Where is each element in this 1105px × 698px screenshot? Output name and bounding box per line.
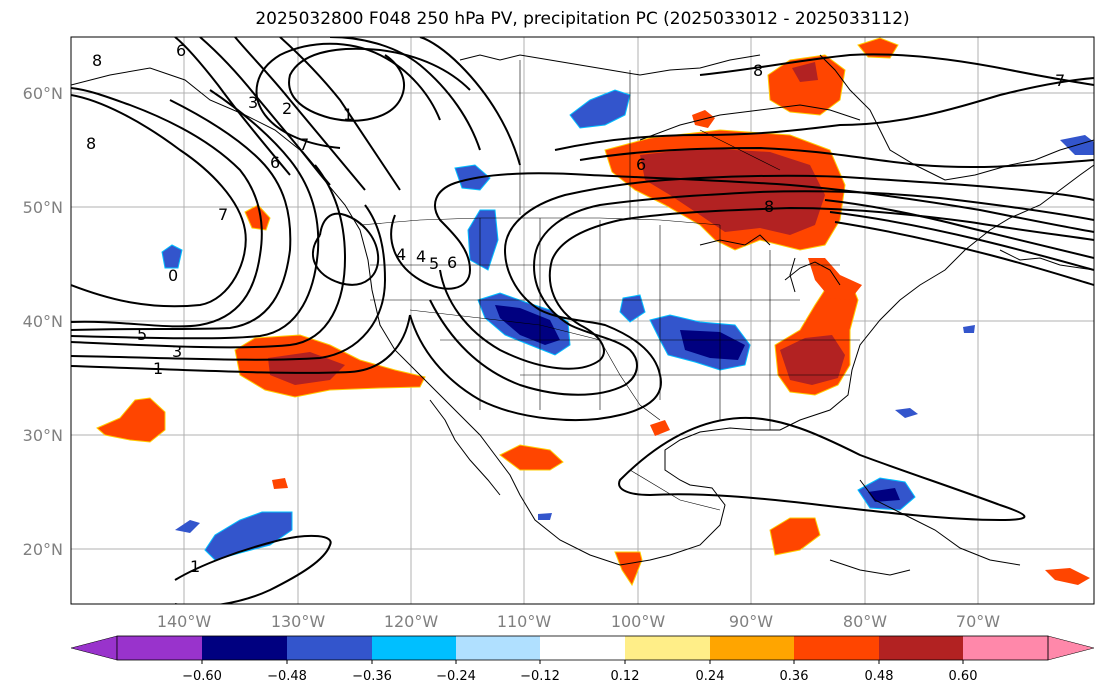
lon-label: 70°W — [956, 612, 1000, 631]
precip-positive-gulf — [650, 420, 670, 436]
precip-positive-canada-core — [640, 148, 825, 235]
colorbar-cell — [456, 636, 540, 660]
political-borders — [359, 60, 860, 511]
precip-negative-mx — [538, 513, 552, 520]
colorbar-label: 0.60 — [949, 669, 978, 684]
lon-label: 120°W — [384, 612, 439, 631]
precip-negative-southwest-core — [495, 305, 560, 345]
precip-positive-north — [767, 54, 846, 116]
lon-label: 100°W — [611, 612, 666, 631]
latitude-labels: 60°N 50°N 40°N 30°N 20°N — [23, 84, 63, 559]
contour-label: 5 — [137, 325, 147, 344]
colorbar-cell — [540, 636, 625, 660]
precip-negative-dot1 — [161, 244, 183, 269]
colorbar-cell — [625, 636, 710, 660]
colorbar-label: −0.60 — [182, 669, 222, 684]
colorbar-label: −0.24 — [436, 669, 476, 684]
colorbar-cell — [963, 636, 1048, 660]
contour-label: 1 — [153, 359, 163, 378]
colorbar-label: 0.36 — [780, 669, 809, 684]
precip-negative-pacific-small — [175, 520, 200, 533]
colorbar-cell — [710, 636, 794, 660]
contour-label: 4 — [396, 245, 406, 264]
precip-positive-ohio — [808, 258, 862, 300]
contour-label: 0 — [168, 266, 178, 285]
precip-negative-hudson — [569, 89, 631, 129]
colorbar-outline — [116, 635, 1049, 661]
contour-label: 8 — [753, 61, 763, 80]
precip-negative-plains-core — [680, 330, 745, 360]
contour-label: 7 — [218, 205, 228, 224]
colorbar-label: 0.12 — [611, 669, 640, 684]
map-frame — [70, 36, 1095, 605]
contour-label: 1 — [343, 105, 353, 124]
lat-label: 50°N — [23, 198, 63, 217]
contour-label: 8 — [92, 51, 102, 70]
contour-labels: 8 6 3 2 1 8 7 8 6 4 7 5 3 1 4 5 6 1 8 7 … — [86, 41, 1065, 576]
graticule — [71, 37, 1094, 604]
lon-label: 80°W — [843, 612, 887, 631]
precip-positive-mexico — [499, 444, 564, 471]
map-title: 2025032800 F048 250 hPa PV, precipitatio… — [255, 9, 910, 29]
contour-label: 6 — [176, 41, 186, 60]
lon-label: 110°W — [497, 612, 552, 631]
precip-negative-small-ne — [963, 325, 975, 333]
colorbar-cell — [202, 636, 287, 660]
precip-positive-east — [1045, 568, 1090, 585]
colorbar-cell — [879, 636, 963, 660]
lat-label: 60°N — [23, 84, 63, 103]
longitude-labels: 140°W 130°W 120°W 110°W 100°W 90°W 80°W … — [157, 612, 1000, 631]
contour-label: 8 — [86, 134, 96, 153]
contour-label: 6 — [636, 155, 646, 174]
precip-negative-canada-west — [454, 164, 491, 191]
precip-positive-bc — [244, 204, 271, 231]
pv-contours — [71, 37, 1094, 604]
colorbar-label: −0.36 — [352, 669, 392, 684]
precip-negative-co — [619, 294, 646, 323]
precip-positive-small2 — [272, 478, 288, 489]
precip-positive-north-core — [792, 62, 818, 82]
colorbar-cell — [794, 636, 879, 660]
colorbar-label: 0.24 — [696, 669, 725, 684]
precip-positive-hawaii — [96, 397, 166, 443]
precip-positive-caribbean — [769, 517, 821, 556]
colorbar-cell — [1047, 635, 1095, 661]
contour-label: 8 — [764, 197, 774, 216]
lon-label: 140°W — [157, 612, 212, 631]
colorbar-label: −0.12 — [520, 669, 560, 684]
contour-label: 6 — [447, 253, 457, 272]
lon-label: 90°W — [729, 612, 773, 631]
contour-label: 7 — [1055, 71, 1065, 90]
lat-label: 20°N — [23, 540, 63, 559]
precip-negative-bahamas-core — [868, 488, 900, 502]
contour-label: 5 — [429, 254, 439, 273]
contour-label: 6 — [270, 153, 280, 172]
lon-label: 130°W — [271, 612, 326, 631]
precip-negative-idaho — [467, 209, 499, 271]
contour-label: 7 — [299, 135, 309, 154]
colorbar: −0.60 −0.48 −0.36 −0.24 −0.12 0.12 0.24 … — [70, 635, 1095, 684]
precip-positive-southeast-core — [780, 335, 845, 385]
colorbar-ticks — [201, 660, 964, 664]
contour-label: 3 — [172, 342, 182, 361]
precip-positive-central-am — [614, 551, 643, 587]
colorbar-cell — [287, 636, 372, 660]
contour-label: 2 — [282, 99, 292, 118]
colorbar-cell — [372, 636, 456, 660]
lat-label: 30°N — [23, 426, 63, 445]
contour-label: 4 — [416, 247, 426, 266]
precip-negative-small-sea — [895, 408, 918, 418]
colorbar-label: 0.48 — [865, 669, 894, 684]
colorbar-label: −0.48 — [267, 669, 307, 684]
contour-label: 3 — [248, 93, 258, 112]
colorbar-cell — [70, 635, 118, 661]
colorbar-cell — [117, 636, 202, 660]
contour-label: 1 — [190, 557, 200, 576]
lat-label: 40°N — [23, 312, 63, 331]
